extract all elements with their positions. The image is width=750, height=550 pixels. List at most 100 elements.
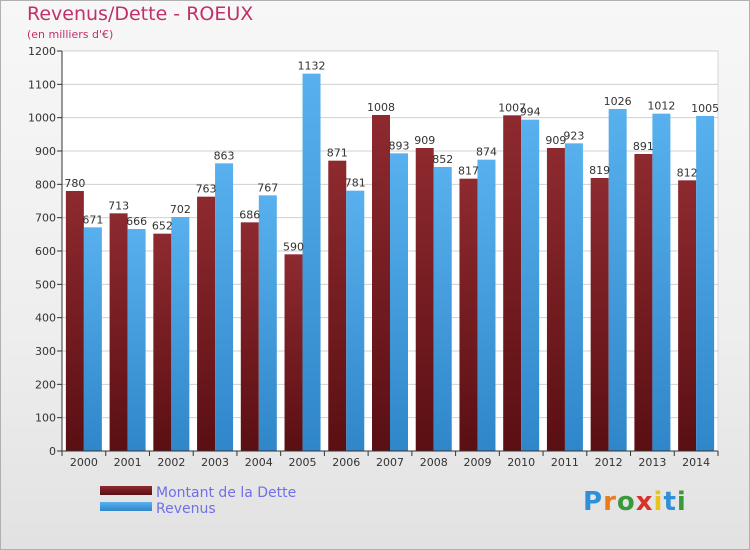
bar-revenus	[302, 73, 321, 452]
bar-revenus	[171, 217, 190, 451]
bar-revenus	[258, 195, 277, 451]
x-tick-label: 2011	[551, 456, 579, 469]
data-label-dette: 780	[64, 177, 85, 190]
x-tick-label: 2010	[507, 456, 535, 469]
x-tick-label: 2001	[114, 456, 142, 469]
data-label-dette: 891	[633, 140, 654, 153]
bar-dette	[634, 154, 653, 451]
bar-revenus	[346, 190, 365, 451]
data-label-revenus: 666	[126, 215, 147, 228]
axes: 0 100 200 300 400 500 600 700 800 900 1000 1100 1200…	[28, 45, 719, 469]
data-label-revenus: 863	[214, 149, 235, 162]
bar-dette	[197, 196, 216, 451]
data-label-revenus: 1026	[604, 95, 632, 108]
bar-dette	[546, 148, 565, 451]
data-label-revenus: 923	[563, 129, 584, 142]
x-tick-label: 2005	[289, 456, 317, 469]
data-label-revenus: 767	[257, 181, 278, 194]
data-label-dette: 713	[108, 199, 129, 212]
data-labels: 780 671 713 666 652 702 763 863 686 767 590 1132 871…	[64, 60, 719, 254]
logo-letter: i	[676, 487, 687, 517]
data-label-revenus: 671	[82, 213, 103, 226]
legend-label-revenus: Revenus	[156, 501, 216, 517]
bar-dette	[459, 178, 478, 451]
logo-letter: P	[583, 487, 604, 517]
data-label-revenus: 893	[389, 139, 410, 152]
data-label-dette: 871	[327, 147, 348, 160]
y-tick-label: 1100	[28, 78, 56, 91]
data-label-dette: 909	[545, 134, 566, 147]
logo-letter: x	[635, 487, 654, 517]
data-label-revenus: 1012	[647, 100, 675, 113]
data-label-revenus: 852	[432, 153, 453, 166]
bar-revenus	[215, 163, 234, 452]
data-label-dette: 763	[196, 183, 217, 196]
logo-letter: r	[603, 487, 617, 517]
data-label-revenus: 702	[170, 203, 191, 216]
x-tick-label: 2014	[682, 456, 710, 469]
y-tick-label: 1000	[28, 112, 56, 125]
x-tick-label: 2004	[245, 456, 273, 469]
data-label-dette: 819	[589, 164, 610, 177]
bar-revenus	[127, 229, 146, 451]
x-tick-label: 2012	[595, 456, 623, 469]
bar-dette	[153, 233, 172, 451]
bar-revenus	[477, 159, 496, 451]
bar-revenus	[433, 167, 452, 451]
y-tick-label: 700	[35, 212, 56, 225]
data-label-revenus: 994	[520, 106, 541, 119]
data-label-revenus: 1132	[298, 60, 326, 73]
legend-label-dette: Montant de la Dette	[156, 485, 297, 501]
bar-revenus	[390, 153, 408, 452]
y-tick-label: 900	[35, 145, 56, 158]
chart-title: Revenus/Dette - ROEUX	[27, 3, 254, 25]
bar-dette	[503, 115, 522, 451]
y-tick-label: 500	[35, 278, 56, 291]
bar-dette	[284, 254, 303, 451]
data-label-dette: 1007	[498, 101, 526, 114]
logo-letter: t	[663, 487, 677, 517]
x-tick-label: 2008	[420, 456, 448, 469]
bar-dette	[65, 191, 84, 451]
x-tick-label: 2000	[70, 456, 98, 469]
proxiti-logo: Proxiti	[583, 487, 687, 517]
data-label-dette: 1008	[367, 101, 395, 114]
data-label-revenus: 781	[345, 177, 366, 190]
bars	[65, 73, 715, 452]
y-tick-label: 800	[35, 178, 56, 191]
data-label-dette: 817	[458, 165, 479, 178]
bar-revenus	[83, 227, 102, 451]
data-label-dette: 652	[152, 220, 173, 233]
x-tick-label: 2013	[638, 456, 666, 469]
bar-dette	[590, 178, 609, 451]
x-tick-label: 2007	[376, 456, 404, 469]
chart-subtitle: (en milliers d'€)	[27, 28, 114, 41]
bar-revenus	[521, 119, 540, 452]
y-tick-label: 600	[35, 245, 56, 258]
x-tick-label: 2009	[463, 456, 491, 469]
data-label-dette: 909	[414, 134, 435, 147]
data-label-revenus: 1005	[691, 102, 719, 115]
x-tick-label: 2006	[332, 456, 360, 469]
bar-dette	[415, 148, 434, 451]
bar-dette	[678, 180, 697, 452]
bar-revenus	[696, 116, 715, 451]
bar-dette	[109, 213, 128, 451]
bar-dette	[240, 222, 259, 451]
data-label-dette: 812	[677, 166, 698, 179]
bar-dette	[372, 115, 390, 451]
bar-dette	[328, 160, 347, 451]
bar-revenus	[564, 143, 583, 452]
legend-swatch-dette	[100, 486, 152, 495]
logo-letter: i	[653, 487, 664, 517]
x-tick-label: 2003	[201, 456, 229, 469]
y-tick-label: 100	[35, 412, 56, 425]
legend-swatch-revenus	[100, 502, 152, 511]
data-label-dette: 590	[283, 240, 304, 253]
y-tick-label: 0	[49, 445, 56, 458]
y-tick-label: 300	[35, 345, 56, 358]
bar-revenus	[652, 113, 671, 452]
x-tick-label: 2002	[157, 456, 185, 469]
bar-revenus	[608, 109, 627, 451]
